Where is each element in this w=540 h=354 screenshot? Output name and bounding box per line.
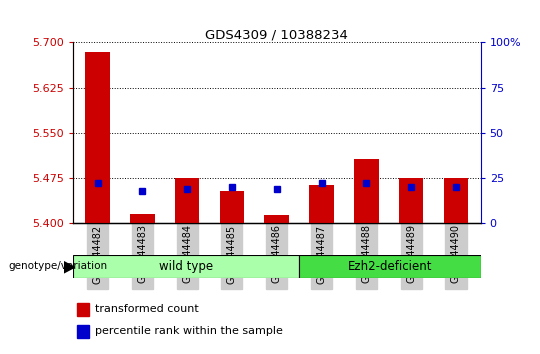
Bar	[399, 178, 423, 223]
Bar	[299, 255, 481, 278]
Bar	[265, 215, 289, 223]
Bar	[77, 303, 89, 316]
Bar	[354, 159, 379, 223]
Bar	[73, 255, 299, 278]
Text: percentile rank within the sample: percentile rank within the sample	[96, 326, 283, 336]
Bar	[77, 325, 89, 338]
Bar	[444, 178, 468, 223]
Text: transformed count: transformed count	[96, 304, 199, 314]
Bar	[85, 52, 110, 223]
Bar	[130, 214, 154, 223]
Bar	[175, 178, 199, 223]
Polygon shape	[64, 262, 75, 273]
Bar	[309, 184, 334, 223]
Bar	[220, 191, 244, 223]
Text: Ezh2-deficient: Ezh2-deficient	[348, 260, 432, 273]
Title: GDS4309 / 10388234: GDS4309 / 10388234	[205, 28, 348, 41]
Text: genotype/variation: genotype/variation	[8, 261, 107, 271]
Text: wild type: wild type	[159, 260, 213, 273]
